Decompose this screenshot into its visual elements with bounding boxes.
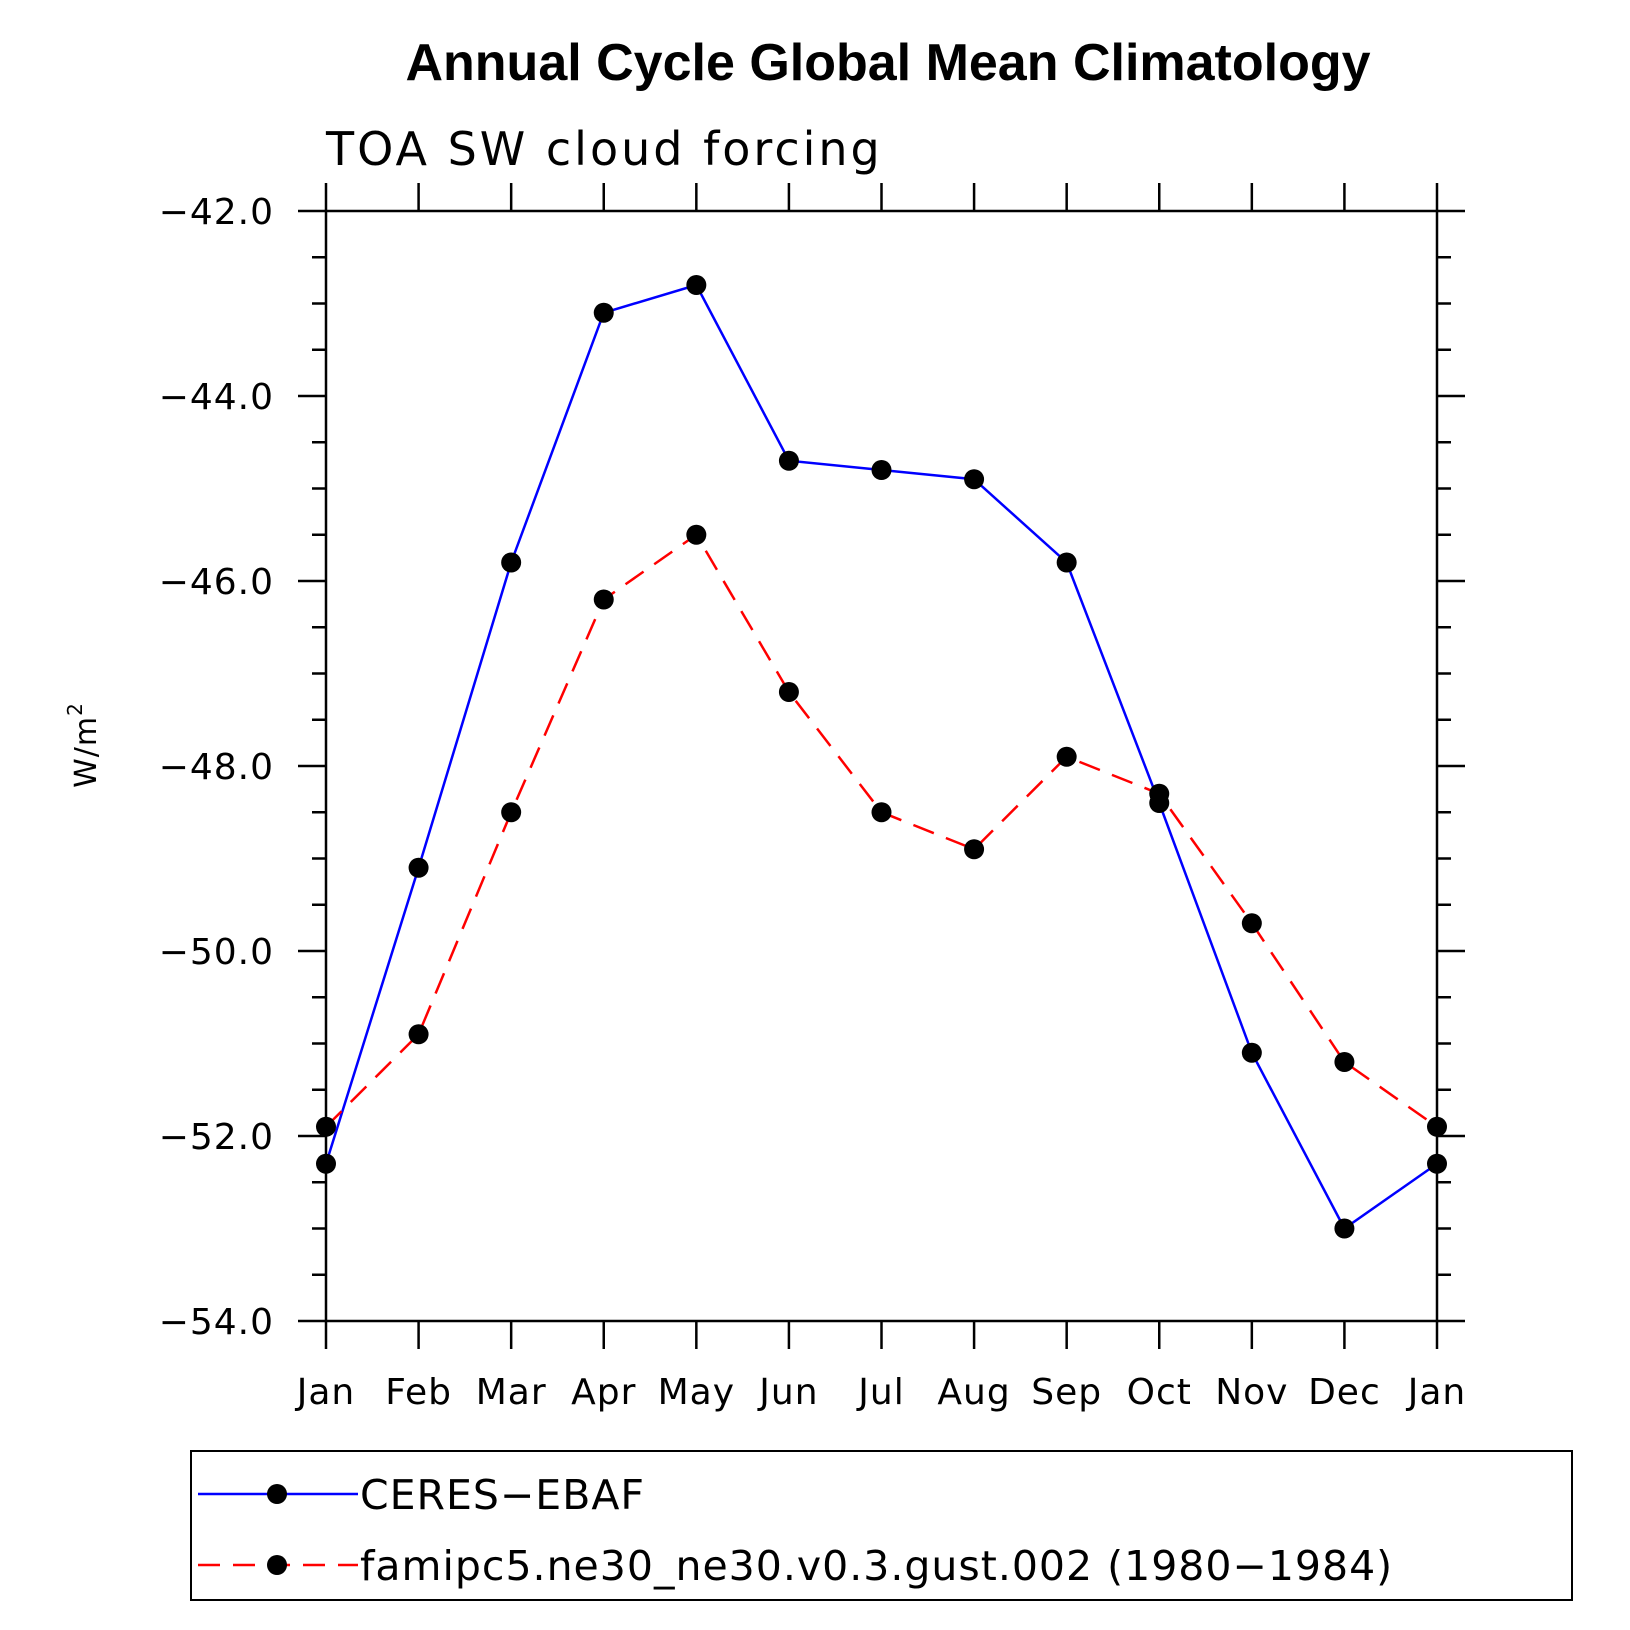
x-tick-label: Nov (1215, 1372, 1288, 1413)
x-tick-label: Jun (757, 1372, 818, 1413)
x-tick-label: Jan (295, 1372, 356, 1413)
x-tick-label: Mar (476, 1372, 547, 1413)
y-axis-label-text: W/m (69, 716, 104, 788)
legend: CERES−EBAF famipc5.ne30_ne30.v0.3.gust.00… (190, 1450, 1573, 1601)
series-2-point (1427, 1116, 1447, 1137)
y-axis-label: W/m2 (63, 702, 104, 788)
x-tick-label: Oct (1127, 1372, 1192, 1413)
y-tick-label: −52.0 (159, 1117, 274, 1158)
legend-marker-2 (267, 1555, 287, 1575)
series-1-point (964, 469, 985, 490)
legend-box (190, 1450, 1573, 1601)
series-2-point (1149, 783, 1170, 804)
series-2-point (871, 802, 892, 823)
x-axis-ticks: Jan Feb Mar Apr May Jun Jul Aug Sep Oct Nov Dec Jan (295, 183, 1467, 1413)
series-2-point (686, 524, 707, 545)
y-tick-label: −42.0 (159, 192, 274, 233)
svg-text:W/m2: W/m2 (63, 702, 104, 788)
series-line-1 (324, 283, 1438, 1231)
plot-area-border (324, 209, 1439, 1323)
x-tick-label: Sep (1031, 1372, 1102, 1413)
legend-label-2: famipc5.ne30_ne30.v0.3.gust.002 (1980−19… (360, 1542, 1393, 1590)
y-axis-label-superscript: 2 (63, 702, 87, 716)
y-tick-label: −54.0 (159, 1302, 274, 1343)
series-1-point (593, 302, 614, 323)
series-2-point (408, 1024, 429, 1045)
series-2-point (316, 1116, 336, 1137)
series-1-point (1427, 1153, 1447, 1174)
series-2-point (1334, 1052, 1355, 1072)
plot-frame (324, 209, 1439, 1323)
series-2-point (964, 839, 985, 860)
x-tick-label: Jan (1406, 1372, 1467, 1413)
series-1-point (408, 857, 429, 878)
series-1-point (501, 552, 522, 573)
series-1-point (316, 1153, 336, 1174)
x-tick-label: May (658, 1372, 735, 1413)
legend-label-1: CERES−EBAF (360, 1471, 645, 1519)
chart-title: Annual Cycle Global Mean Climatology (405, 34, 1370, 92)
series-2-point (1056, 746, 1077, 767)
series-1-point (686, 275, 707, 295)
x-tick-label: Apr (571, 1372, 636, 1413)
chart-subtitle: TOA SW cloud forcing (325, 122, 883, 176)
series-1-point (1334, 1218, 1355, 1239)
series-1-point (1056, 552, 1077, 573)
y-tick-label: −46.0 (159, 562, 274, 603)
x-tick-label: Jul (856, 1372, 904, 1413)
series-2-point (1241, 913, 1262, 934)
y-axis-ticks: −42.0 −44.0 −46.0 −48.0 −50.0 −52.0 −54.0 (159, 192, 1465, 1343)
series-1-point (871, 460, 892, 480)
series-1-point (778, 450, 799, 471)
series-layer (316, 275, 1447, 1239)
y-tick-label: −44.0 (159, 377, 274, 418)
series-2-point (501, 802, 522, 823)
x-tick-label: Feb (385, 1372, 452, 1413)
legend-marker-1 (267, 1484, 287, 1504)
y-tick-label: −48.0 (159, 747, 274, 788)
series-2-point (778, 682, 799, 702)
x-tick-label: Dec (1308, 1372, 1381, 1413)
y-tick-label: −50.0 (159, 932, 274, 973)
x-tick-label: Aug (937, 1372, 1010, 1413)
series-1-point (1241, 1042, 1262, 1063)
series-2-point (593, 589, 614, 610)
